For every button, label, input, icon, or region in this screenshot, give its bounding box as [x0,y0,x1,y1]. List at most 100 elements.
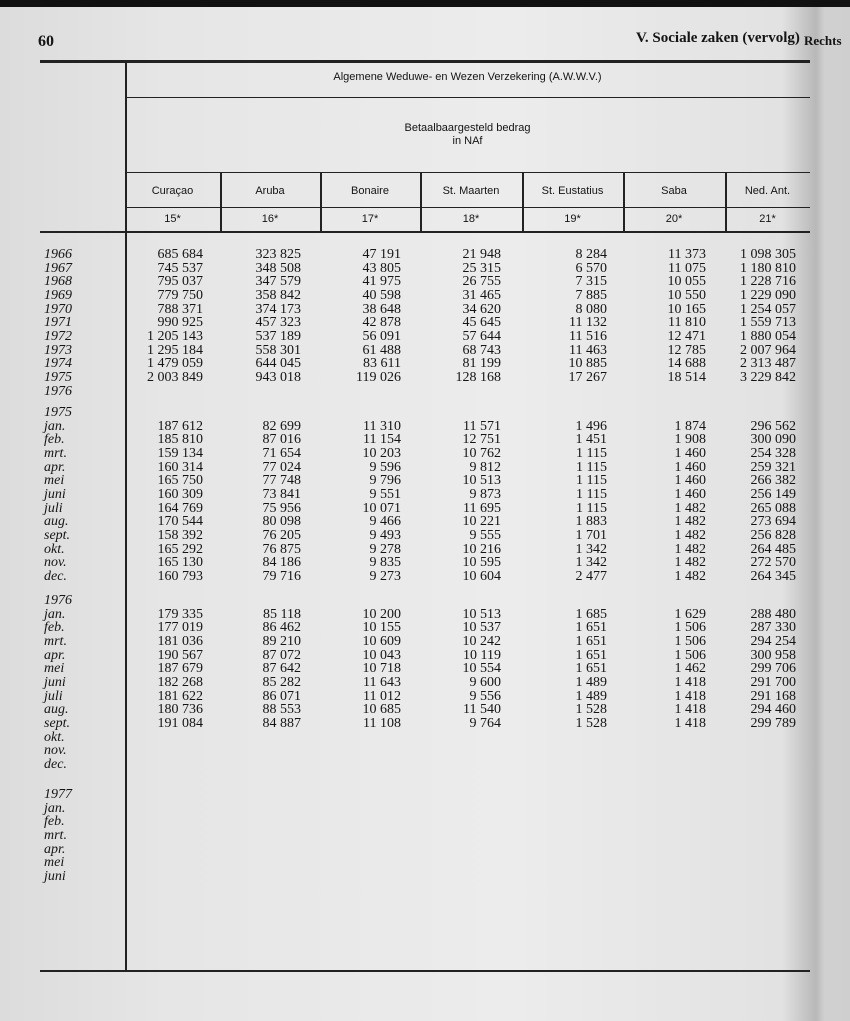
cell-saba: 1 506 [674,647,707,663]
cell-st-eustatius: 17 267 [568,369,608,385]
cell-st-eustatius: 6 570 [575,260,608,276]
table-row: 1972 1 205 143 537 189 56 091 57 644 11 516 12… [0,328,810,344]
cell-saba: 10 055 [667,274,707,290]
table-row: okt. 165 292 76 875 9 278 10 216 1 342 1 482 26… [0,541,810,557]
cell-ned-ant: 300 958 [750,647,797,663]
row-label: mei [44,473,65,489]
cell-ned-ant: 296 562 [750,418,797,434]
row-label: juli [44,500,63,516]
cell-st-eustatius: 11 132 [569,315,607,331]
cell-st-eustatius: 1 342 [575,541,608,557]
cell-cura-ao: 685 684 [157,247,204,262]
table-row: nov. [0,744,810,758]
column-header: St. Eustatius [541,185,604,197]
cell-bonaire: 42 878 [362,315,402,331]
row-label: apr. [44,841,66,857]
row-label: 1973 [44,342,72,358]
cell-aruba: 89 210 [262,633,302,649]
table-row: dec. [0,757,810,772]
column-number-rule [125,207,810,208]
cell-cura-ao: 177 019 [157,620,204,636]
table-subtitle: Betaalbaargesteld bedrag [404,122,531,134]
cell-aruba: 80 098 [262,514,302,530]
cell-ned-ant: 2 313 487 [740,356,796,372]
cell-bonaire: 10 155 [362,620,402,636]
cell-st-eustatius: 1 651 [575,661,608,677]
cell-ned-ant: 288 480 [750,606,797,622]
cell-aruba: 75 956 [262,500,302,516]
row-label: mei [44,855,65,871]
cell-cura-ao: 181 622 [157,688,204,704]
cell-aruba: 644 045 [255,356,302,372]
cell-bonaire: 41 975 [362,274,402,290]
cell-st-eustatius: 1 651 [575,620,608,636]
row-label: 1969 [44,287,72,303]
cell-st-maarten: 12 751 [462,432,502,448]
cell-st-eustatius: 1 115 [576,445,607,461]
table-row: juni [0,869,810,884]
table-row: juli 181 622 86 071 11 012 9 556 1 489 1 418 29… [0,688,810,704]
cell-st-eustatius: 1 451 [575,432,608,448]
cell-st-eustatius: 11 463 [569,342,607,358]
cell-st-maarten: 9 764 [469,715,502,731]
cell-ned-ant: 272 570 [750,555,797,571]
cell-aruba: 85 282 [262,674,302,690]
cell-bonaire: 11 643 [363,674,401,690]
table-row: jan. 187 612 82 699 11 310 11 571 1 496 1 874 2… [0,418,810,434]
cell-ned-ant: 1 229 090 [740,287,796,303]
cell-bonaire: 9 493 [369,527,402,543]
table-row: 1967 745 537 348 508 43 805 25 315 6 570 11 07… [0,260,810,276]
table-row: apr. 160 314 77 024 9 596 9 812 1 115 1 460 259… [0,460,810,475]
row-label: 1976 [44,383,72,399]
cell-st-eustatius: 1 496 [575,418,608,434]
cell-cura-ao: 179 335 [157,606,204,622]
cell-ned-ant: 1 098 305 [740,247,796,262]
col-divider [220,172,222,232]
cell-st-maarten: 10 762 [462,445,502,461]
row-label: 1967 [44,260,72,276]
cell-st-eustatius: 1 489 [575,674,608,690]
cell-cura-ao: 795 037 [157,274,204,290]
cell-cura-ao: 1 295 184 [147,342,203,358]
cell-st-eustatius: 1 651 [575,633,608,649]
row-label: 1974 [44,356,72,372]
cell-aruba: 86 071 [262,688,302,704]
cell-bonaire: 40 598 [362,287,402,303]
table-row: sept. 191 084 84 887 11 108 9 764 1 528 1 418 2… [0,715,810,731]
cell-st-maarten: 10 554 [462,661,502,677]
col-divider [522,172,524,232]
table-row: 1971 990 925 457 323 42 878 45 645 11 132 11 8… [0,316,810,330]
cell-aruba: 79 716 [262,568,302,584]
row-label: aug. [44,702,69,718]
row-label: mrt. [44,633,67,649]
cell-saba: 12 471 [667,328,707,344]
column-number: 19* [564,213,581,225]
cell-saba: 1 629 [674,606,707,622]
cell-saba: 1 482 [674,514,707,530]
cell-aruba: 323 825 [255,247,302,262]
row-label: juni [44,486,66,502]
cell-bonaire: 11 310 [363,418,401,434]
cell-ned-ant: 264 485 [750,541,797,557]
row-label: apr. [44,647,66,663]
cell-bonaire: 119 026 [356,369,401,385]
row-label: 1968 [44,274,72,290]
table-row: 1970 788 371 374 173 38 648 34 620 8 080 10 16… [0,301,810,317]
col-divider [623,172,625,232]
cell-aruba: 73 841 [262,486,302,502]
cell-cura-ao: 185 810 [157,432,204,448]
cell-ned-ant: 266 382 [750,473,797,489]
cell-aruba: 87 072 [262,647,302,663]
cell-st-eustatius: 2 477 [575,568,608,584]
cell-bonaire: 38 648 [362,301,402,317]
cell-ned-ant: 299 706 [750,661,797,677]
column-number: 18* [462,213,480,225]
row-label: nov. [44,743,67,759]
cell-aruba: 86 462 [262,620,302,636]
column-header: Aruba [255,185,285,197]
cell-saba: 1 418 [674,688,707,704]
cell-st-eustatius: 10 885 [568,356,608,372]
cell-ned-ant: 3 229 842 [740,369,796,385]
table-row: aug. 170 544 80 098 9 466 10 221 1 883 1 482 27… [0,515,810,529]
cell-cura-ao: 160 793 [157,568,204,584]
